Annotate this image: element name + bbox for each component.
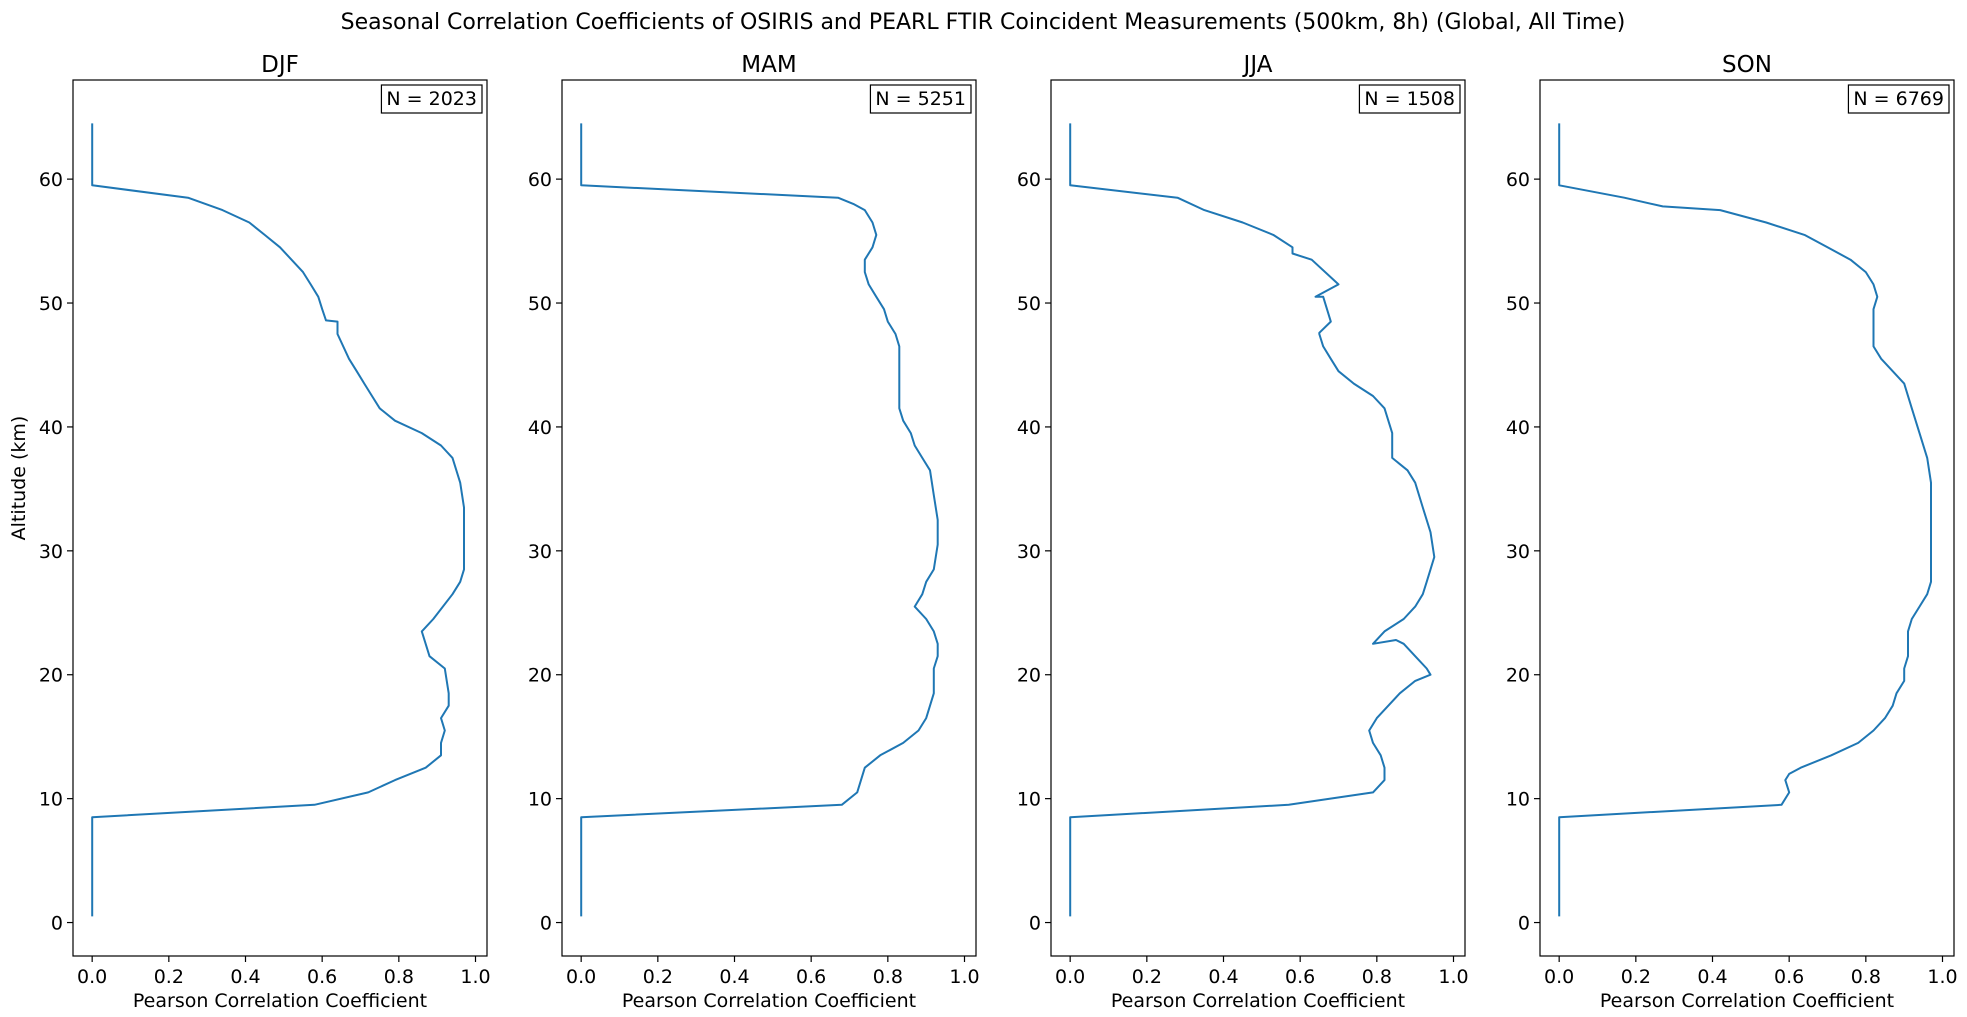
series-line <box>91 123 465 917</box>
y-tick-label: 0 <box>540 913 552 935</box>
annotation-box <box>869 84 972 114</box>
y-tick-label: 30 <box>39 541 63 563</box>
sample-count-annotation: N = 5251 <box>875 88 966 110</box>
y-tick-label: 40 <box>39 417 63 439</box>
x-tick-label: 0.4 <box>1208 966 1238 988</box>
x-tick-label: 0.8 <box>384 966 414 988</box>
panel-jja: JJA 0.0 0.2 0.4 0.6 0.8 1.0 0 10 20 30 40 50 60 Pearso… <box>1017 52 1469 1012</box>
sample-count-annotation: N = 2023 <box>386 88 477 110</box>
x-tick-label: 1.0 <box>460 966 490 988</box>
y-tick-label: 20 <box>39 665 63 687</box>
x-tick-label: 1.0 <box>949 966 979 988</box>
x-axis-label: Pearson Correlation Coefficient <box>622 990 916 1012</box>
y-tick-label: 40 <box>1506 417 1530 439</box>
plot-frame <box>72 79 488 957</box>
panel-mam: MAM 0.0 0.2 0.4 0.6 0.8 1.0 0 10 20 30 40 50 60 Pearso… <box>528 52 980 1012</box>
x-tick-label: 0.6 <box>1285 966 1315 988</box>
x-tick-label: 0.2 <box>643 966 673 988</box>
x-tick-label: 0.6 <box>1774 966 1804 988</box>
panel-title: JJA <box>1242 52 1273 78</box>
plot-frame <box>1539 79 1955 957</box>
x-tick-label: 1.0 <box>1438 966 1468 988</box>
y-tick-label: 20 <box>1506 665 1530 687</box>
y-tick-label: 30 <box>1506 541 1530 563</box>
y-tick-label: 50 <box>528 293 552 315</box>
x-tick-label: 0.4 <box>1697 966 1727 988</box>
y-tick-label: 60 <box>39 169 63 191</box>
y-tick-label: 50 <box>39 293 63 315</box>
y-axis-label: Altitude (km) <box>8 416 30 541</box>
y-tick-label: 10 <box>39 789 63 811</box>
x-tick-label: 0.8 <box>1362 966 1392 988</box>
x-tick-label: 0.2 <box>1132 966 1162 988</box>
y-tick-label: 60 <box>528 169 552 191</box>
y-tick-label: 30 <box>1017 541 1041 563</box>
y-tick-label: 60 <box>1017 169 1041 191</box>
x-tick-label: 0.0 <box>1544 966 1574 988</box>
annotation-box <box>1847 84 1950 114</box>
panel-title: DJF <box>261 52 299 78</box>
x-tick-label: 0.4 <box>719 966 749 988</box>
y-tick-label: 50 <box>1506 293 1530 315</box>
y-tick-label: 0 <box>1029 913 1041 935</box>
x-tick-label: 0.8 <box>1851 966 1881 988</box>
panel-title: SON <box>1722 52 1772 78</box>
y-tick-label: 0 <box>51 913 63 935</box>
x-axis-label: Pearson Correlation Coefficient <box>133 990 427 1012</box>
y-tick-label: 10 <box>1017 789 1041 811</box>
sample-count-annotation: N = 6769 <box>1853 88 1944 110</box>
sample-count-annotation: N = 1508 <box>1364 88 1455 110</box>
x-tick-label: 0.6 <box>307 966 337 988</box>
chart-panels: DJF 0.0 0.2 0.4 0.6 0.8 1.0 0 10 20 30 40 50 60 Pearso… <box>39 52 1958 1012</box>
x-tick-label: 0.2 <box>1621 966 1651 988</box>
panel-djf: DJF 0.0 0.2 0.4 0.6 0.8 1.0 0 10 20 30 40 50 60 Pearso… <box>39 52 491 1012</box>
y-tick-label: 60 <box>1506 169 1530 191</box>
x-tick-label: 0.6 <box>796 966 826 988</box>
panel-title: MAM <box>741 52 796 78</box>
y-tick-label: 40 <box>1017 417 1041 439</box>
x-tick-label: 0.0 <box>1055 966 1085 988</box>
plot-frame <box>1050 79 1466 957</box>
series-line <box>1069 123 1436 917</box>
figure-title: Seasonal Correlation Coefficients of OSI… <box>341 10 1626 35</box>
plot-frame <box>561 79 977 957</box>
y-tick-label: 20 <box>528 665 552 687</box>
panel-son: SON 0.0 0.2 0.4 0.6 0.8 1.0 0 10 20 30 40 50 60 Pearso… <box>1506 52 1958 1012</box>
x-tick-label: 0.2 <box>154 966 184 988</box>
x-tick-label: 0.8 <box>873 966 903 988</box>
x-axis-label: Pearson Correlation Coefficient <box>1111 990 1405 1012</box>
series-line <box>1558 123 1932 917</box>
y-tick-label: 10 <box>528 789 552 811</box>
y-tick-label: 30 <box>528 541 552 563</box>
x-tick-label: 0.0 <box>77 966 107 988</box>
annotation-box <box>1358 84 1461 114</box>
series-line <box>580 123 939 917</box>
x-tick-label: 0.4 <box>230 966 260 988</box>
y-tick-label: 0 <box>1518 913 1530 935</box>
y-tick-label: 10 <box>1506 789 1530 811</box>
annotation-box <box>380 84 483 114</box>
x-tick-label: 0.0 <box>566 966 596 988</box>
x-tick-label: 1.0 <box>1927 966 1957 988</box>
x-axis-label: Pearson Correlation Coefficient <box>1600 990 1894 1012</box>
y-tick-label: 40 <box>528 417 552 439</box>
y-tick-label: 20 <box>1017 665 1041 687</box>
y-tick-label: 50 <box>1017 293 1041 315</box>
